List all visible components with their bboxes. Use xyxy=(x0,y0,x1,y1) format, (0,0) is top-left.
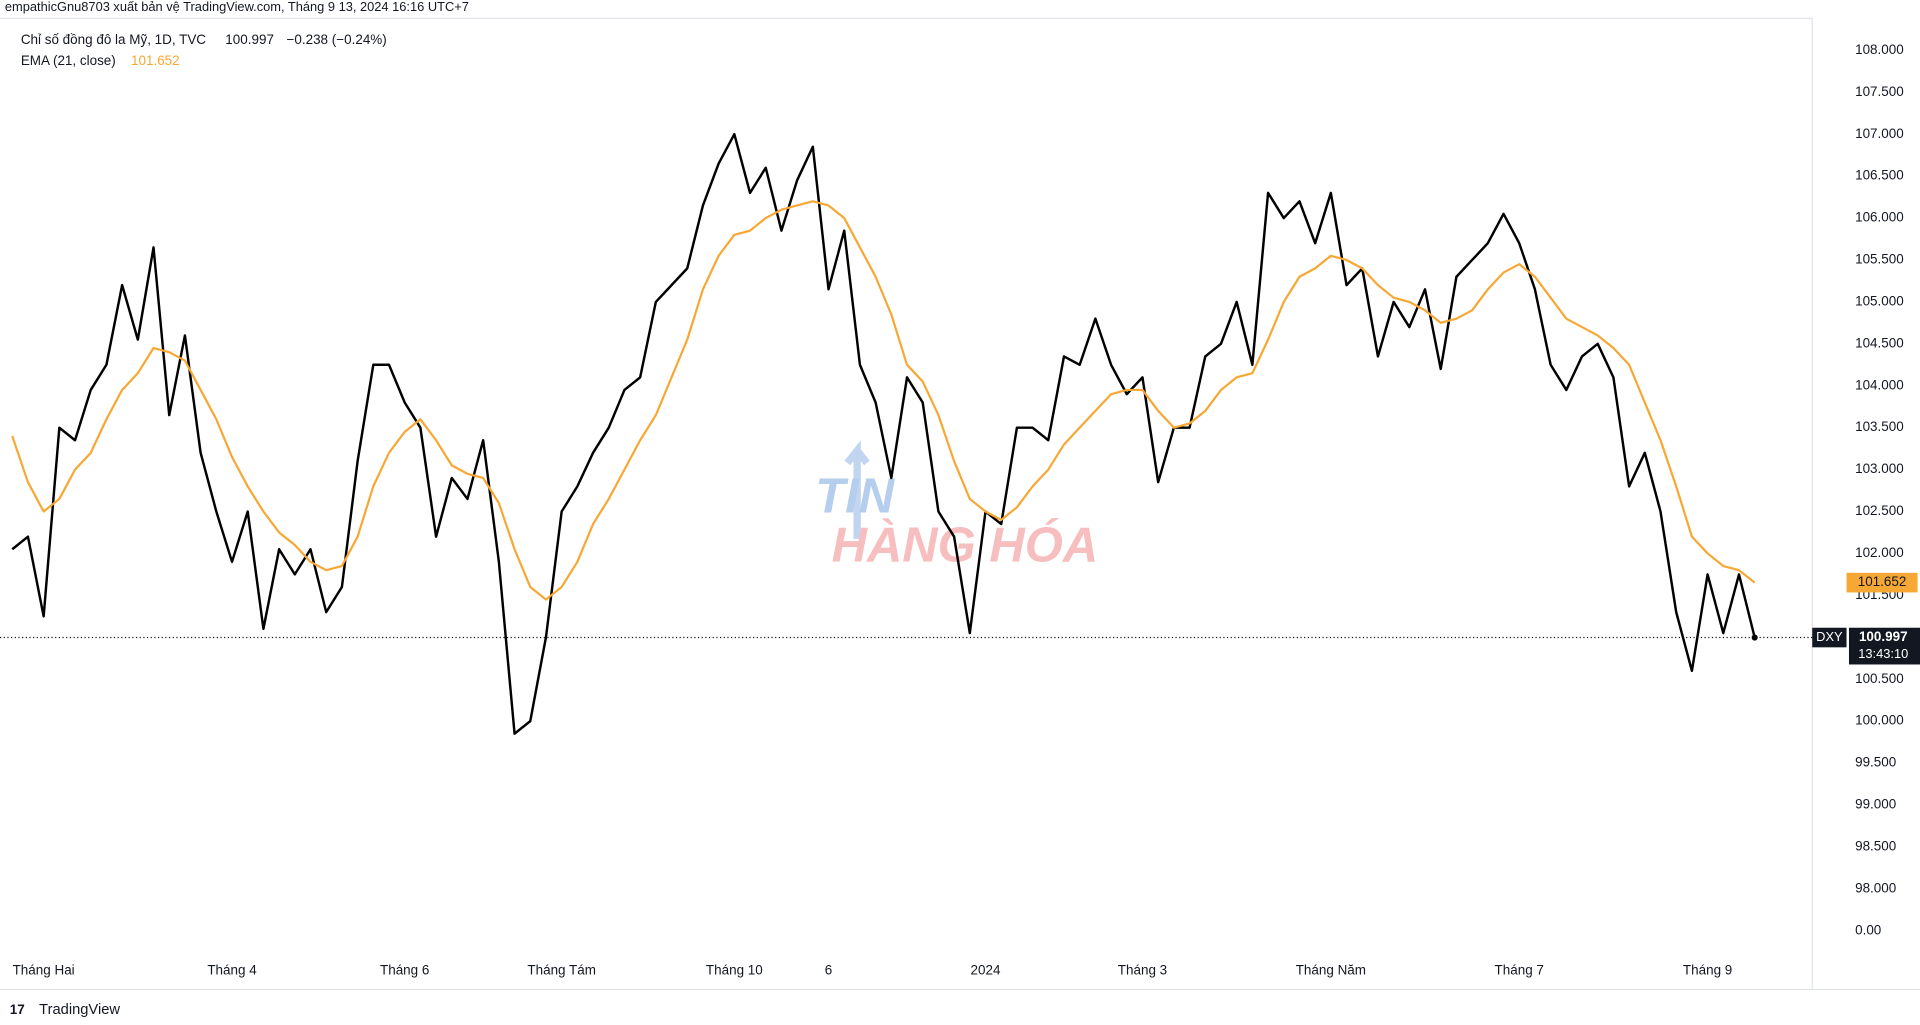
footer-logo: 17 xyxy=(10,1002,25,1017)
y-tick-label: 99.000 xyxy=(1855,797,1896,812)
x-tick-label: 2024 xyxy=(971,963,1001,978)
watermark: TIN HÀNG HÓA xyxy=(815,440,1099,573)
footer: TradingView xyxy=(39,1002,120,1018)
x-tick-label: Tháng Năm xyxy=(1296,963,1366,978)
watermark-text: HÀNG HÓA xyxy=(832,519,1099,573)
y-tick-label: 103.000 xyxy=(1855,461,1904,476)
legend-change: −0.238 (−0.24%) xyxy=(287,32,387,47)
legend-series-name: Chỉ số đồng đô la Mỹ, 1D, TVC xyxy=(21,32,206,47)
y-tick-label: 105.500 xyxy=(1855,252,1904,267)
y-tick-label: 99.500 xyxy=(1855,755,1896,770)
legend-value: 100.997 xyxy=(225,32,274,47)
y-tick-label: 98.500 xyxy=(1855,838,1896,853)
x-tick-label: Tháng 4 xyxy=(207,963,257,978)
ema-tag xyxy=(1846,572,1918,593)
y-tick-label: 104.500 xyxy=(1855,335,1904,350)
y-tick-label: 108.000 xyxy=(1855,42,1904,57)
series-line xyxy=(11,200,1756,601)
y-tick-label: 107.000 xyxy=(1855,126,1904,141)
x-tick-label: 6 xyxy=(825,963,832,978)
price-tag xyxy=(1848,627,1920,665)
y-tick-label: 100.500 xyxy=(1855,671,1904,686)
series-line xyxy=(11,132,1756,735)
watermark-text: TIN xyxy=(815,470,896,524)
x-tick-label: Tháng 7 xyxy=(1495,963,1544,978)
price-tag-label: 100.997 xyxy=(1859,629,1908,644)
y-tick-label: 106.500 xyxy=(1855,168,1904,183)
x-tick-label: Tháng 6 xyxy=(380,963,429,978)
x-tick-label: Tháng 3 xyxy=(1118,963,1167,978)
x-tick-label: Tháng 9 xyxy=(1683,963,1732,978)
x-tick-label: Tháng Tám xyxy=(527,963,596,978)
y-tick-label: 102.500 xyxy=(1855,503,1904,518)
legend-value: 101.652 xyxy=(131,53,180,68)
legend: Chỉ số đồng đô la Mỹ, 1D, TVC 100.997 −0… xyxy=(21,32,387,68)
symbol-tag xyxy=(1812,627,1847,648)
watermark-arrow xyxy=(844,440,870,539)
legend-series-name: EMA (21, close) xyxy=(21,53,116,68)
y-tick-label: 105.000 xyxy=(1855,293,1904,308)
symbol-tag-label: DXY xyxy=(1816,629,1843,644)
y-tick-label: 0.00 xyxy=(1855,922,1881,937)
y-tick-label: 100.000 xyxy=(1855,713,1904,728)
countdown-label: 13:43:10 xyxy=(1858,646,1908,661)
y-tick-label: 106.000 xyxy=(1855,210,1904,225)
y-tick-label: 103.500 xyxy=(1855,419,1904,434)
y-tick-label: 107.500 xyxy=(1855,84,1904,99)
y-tick-label: 104.000 xyxy=(1855,377,1904,392)
ema-tag-label: 101.652 xyxy=(1858,574,1907,589)
x-tick-label: Tháng 10 xyxy=(706,963,763,978)
header: empathicGnu8703 xuất bản vệ TradingView.… xyxy=(5,0,469,14)
y-tick-label: 102.000 xyxy=(1855,545,1904,560)
y-tick-label: 98.000 xyxy=(1855,880,1896,895)
last-point xyxy=(1751,634,1758,641)
x-tick-label: Tháng Hai xyxy=(13,963,75,978)
